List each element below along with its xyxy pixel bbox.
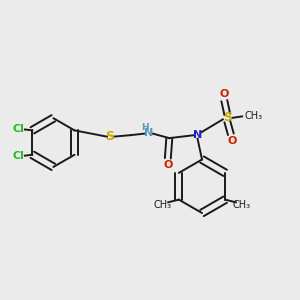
Text: N: N: [144, 128, 153, 138]
Text: S: S: [105, 130, 114, 143]
Text: O: O: [163, 160, 172, 170]
Text: CH₃: CH₃: [233, 200, 251, 210]
Text: CH₃: CH₃: [244, 111, 262, 122]
Text: O: O: [220, 89, 229, 99]
Text: N: N: [193, 130, 202, 140]
Text: H: H: [141, 123, 149, 132]
Text: Cl: Cl: [12, 124, 24, 134]
Text: Cl: Cl: [12, 151, 24, 160]
Text: CH₃: CH₃: [153, 200, 171, 210]
Text: O: O: [227, 136, 236, 146]
Text: S: S: [223, 111, 232, 124]
